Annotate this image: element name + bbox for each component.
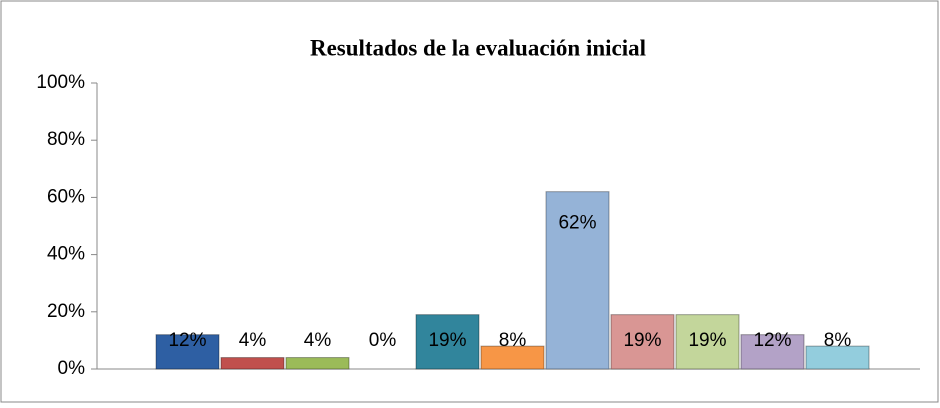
- data-label: 19%: [688, 330, 726, 351]
- data-label: 12%: [753, 330, 791, 351]
- data-label: 8%: [499, 330, 527, 351]
- bar: [805, 345, 870, 370]
- bar: [415, 314, 480, 370]
- data-label: 12%: [168, 330, 206, 351]
- y-tick-label: 40%: [47, 244, 85, 265]
- y-tick-label: 60%: [47, 186, 85, 207]
- data-label: 19%: [428, 330, 466, 351]
- bar: [155, 334, 220, 370]
- data-label: 0%: [369, 330, 397, 351]
- bar: [675, 314, 740, 370]
- y-tick-label: 80%: [47, 129, 85, 150]
- bar: [220, 357, 285, 370]
- data-label: 8%: [824, 330, 852, 351]
- chart-title: Resultados de la evaluación inicial: [310, 35, 646, 60]
- y-tick-label: 0%: [58, 358, 86, 379]
- data-label: 62%: [558, 213, 596, 234]
- bar: [610, 314, 675, 370]
- bar: [740, 334, 805, 370]
- bar: [545, 191, 610, 370]
- bar: [285, 357, 350, 370]
- data-label: 4%: [304, 330, 332, 351]
- bar: [480, 345, 545, 370]
- y-tick-label: 20%: [47, 301, 85, 322]
- y-tick-label: 100%: [36, 72, 85, 93]
- data-label: 19%: [623, 330, 661, 351]
- data-label: 4%: [239, 330, 267, 351]
